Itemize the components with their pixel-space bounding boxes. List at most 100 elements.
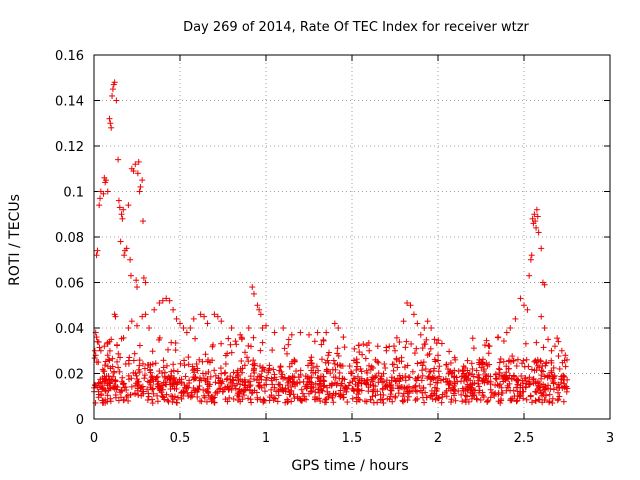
- data-point: [442, 375, 449, 382]
- data-point: [316, 395, 323, 402]
- data-point: [561, 380, 568, 387]
- data-point: [194, 393, 201, 400]
- data-point: [380, 378, 387, 385]
- data-point: [115, 156, 122, 163]
- data-point: [447, 368, 454, 375]
- y-axis-label: ROTI / TECUs: [7, 194, 23, 286]
- data-point: [500, 338, 507, 345]
- data-point: [164, 397, 171, 404]
- data-point: [136, 362, 143, 369]
- data-point: [140, 218, 147, 225]
- data-point: [150, 390, 157, 397]
- data-point: [174, 394, 181, 401]
- data-point: [250, 290, 257, 297]
- data-point: [308, 359, 315, 366]
- data-point: [336, 361, 343, 368]
- data-point: [390, 385, 397, 392]
- data-point: [211, 367, 218, 374]
- data-point: [180, 325, 187, 331]
- data-point: [400, 398, 407, 405]
- data-point: [541, 373, 548, 380]
- data-point: [139, 313, 146, 320]
- data-point: [256, 373, 263, 380]
- data-point: [114, 342, 121, 349]
- data-point: [364, 369, 371, 376]
- data-point: [540, 368, 547, 375]
- data-point: [351, 345, 358, 352]
- data-point: [335, 352, 342, 359]
- data-point: [100, 399, 107, 406]
- data-point: [320, 383, 327, 390]
- data-point: [257, 311, 264, 318]
- data-point: [159, 386, 166, 393]
- data-point: [190, 315, 197, 322]
- data-point: [136, 342, 143, 349]
- data-point: [282, 399, 289, 406]
- data-point: [111, 383, 118, 390]
- data-point: [330, 357, 337, 364]
- data-point: [102, 388, 109, 395]
- data-point: [155, 384, 162, 391]
- data-point: [196, 356, 203, 363]
- data-point: [107, 395, 114, 402]
- data-point: [261, 388, 268, 395]
- data-point: [311, 338, 318, 345]
- data-point: [156, 334, 163, 341]
- data-point: [219, 388, 226, 395]
- data-point: [142, 279, 149, 286]
- data-point: [320, 373, 327, 380]
- data-point: [325, 394, 332, 401]
- x-tick-label: 3: [606, 431, 614, 446]
- data-point: [374, 358, 381, 365]
- data-point: [392, 394, 399, 401]
- data-point: [374, 388, 381, 395]
- data-point: [106, 115, 113, 122]
- data-point: [123, 245, 130, 252]
- data-point: [354, 387, 361, 394]
- data-point: [218, 380, 225, 387]
- data-point: [212, 372, 219, 379]
- data-point: [520, 357, 527, 364]
- data-point: [500, 373, 507, 380]
- data-point: [445, 385, 452, 392]
- data-point: [513, 377, 520, 384]
- data-point: [431, 374, 438, 381]
- data-point: [190, 385, 197, 392]
- data-point: [161, 396, 168, 403]
- data-point: [293, 368, 300, 375]
- data-point: [539, 399, 546, 406]
- data-point: [430, 391, 437, 398]
- data-point: [474, 374, 481, 381]
- data-point: [400, 318, 407, 325]
- data-point: [349, 385, 356, 392]
- data-point: [118, 387, 125, 394]
- data-point: [214, 313, 221, 320]
- data-point: [188, 391, 195, 398]
- data-point: [200, 386, 207, 393]
- data-point: [558, 347, 565, 354]
- data-point: [348, 370, 355, 377]
- data-point: [436, 373, 443, 380]
- data-point: [536, 364, 543, 371]
- data-point: [147, 361, 154, 368]
- data-point: [487, 381, 494, 388]
- data-point: [522, 384, 529, 391]
- data-point: [241, 362, 248, 369]
- data-point: [551, 343, 558, 350]
- data-point: [201, 313, 208, 320]
- data-point: [134, 284, 140, 291]
- data-point: [381, 361, 388, 368]
- data-point: [232, 385, 239, 392]
- data-point: [394, 364, 401, 371]
- data-point: [470, 345, 477, 352]
- data-point: [528, 252, 535, 259]
- data-point: [548, 357, 555, 364]
- data-point: [177, 360, 184, 367]
- data-point: [281, 345, 288, 352]
- data-point: [315, 367, 322, 374]
- data-point: [310, 384, 317, 391]
- data-point: [338, 363, 345, 370]
- data-point: [427, 393, 434, 400]
- data-point: [349, 395, 356, 402]
- data-point: [432, 396, 439, 403]
